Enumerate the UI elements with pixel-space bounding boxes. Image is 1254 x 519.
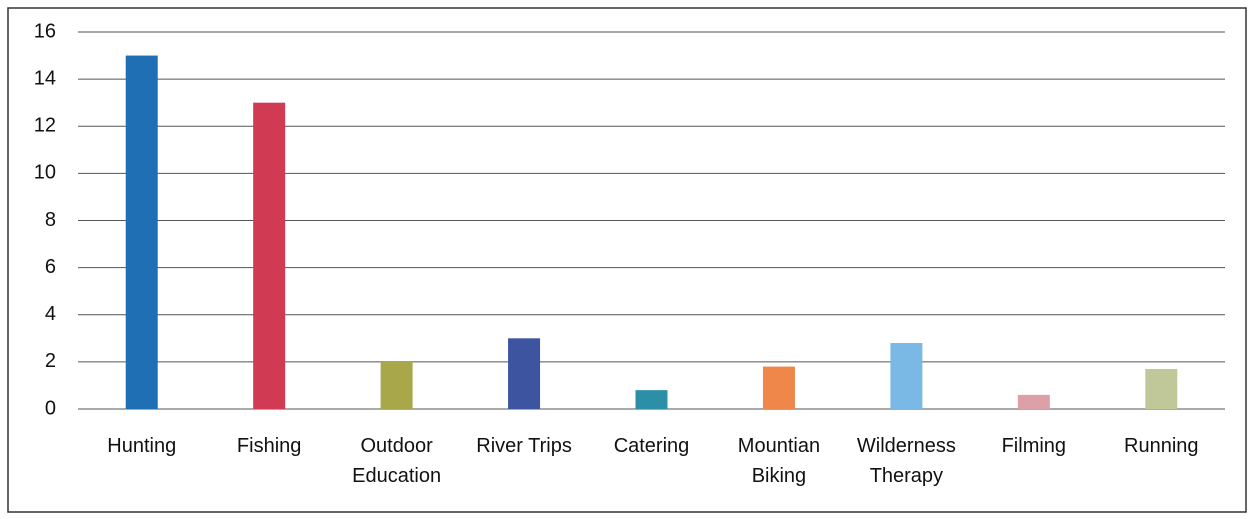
y-tick-label: 2	[45, 350, 56, 372]
x-tick-label: Fishing	[236, 435, 302, 457]
y-tick-label: 12	[34, 115, 56, 137]
x-tick-label: River Trips	[476, 435, 572, 457]
x-tick-label: Mountian Biking	[737, 435, 821, 487]
x-tick-label: Wilderness Therapy	[856, 435, 956, 487]
bar	[635, 390, 668, 409]
bar	[380, 361, 413, 409]
y-tick-label: 16	[34, 20, 56, 42]
bar	[508, 338, 541, 409]
y-tick-label: 8	[45, 209, 56, 231]
y-tick-label: 6	[45, 256, 56, 278]
bar	[1145, 368, 1178, 409]
bar	[1017, 394, 1050, 409]
y-tick-label: 14	[34, 67, 56, 89]
x-tick-label: Running	[1124, 435, 1199, 457]
y-tick-label: 10	[34, 162, 56, 184]
bar	[890, 343, 923, 409]
x-tick-label: Hunting	[107, 435, 177, 457]
x-tick-label: Filming	[1001, 435, 1067, 457]
x-tick-label: Outdoor Education	[352, 435, 442, 487]
bar	[762, 366, 795, 409]
x-tick-label: Catering	[613, 435, 690, 457]
y-tick-label: 4	[45, 303, 56, 325]
bar	[253, 102, 286, 409]
chart-frame	[7, 7, 1247, 513]
bar	[125, 55, 158, 409]
y-tick-label: 0	[45, 397, 56, 419]
